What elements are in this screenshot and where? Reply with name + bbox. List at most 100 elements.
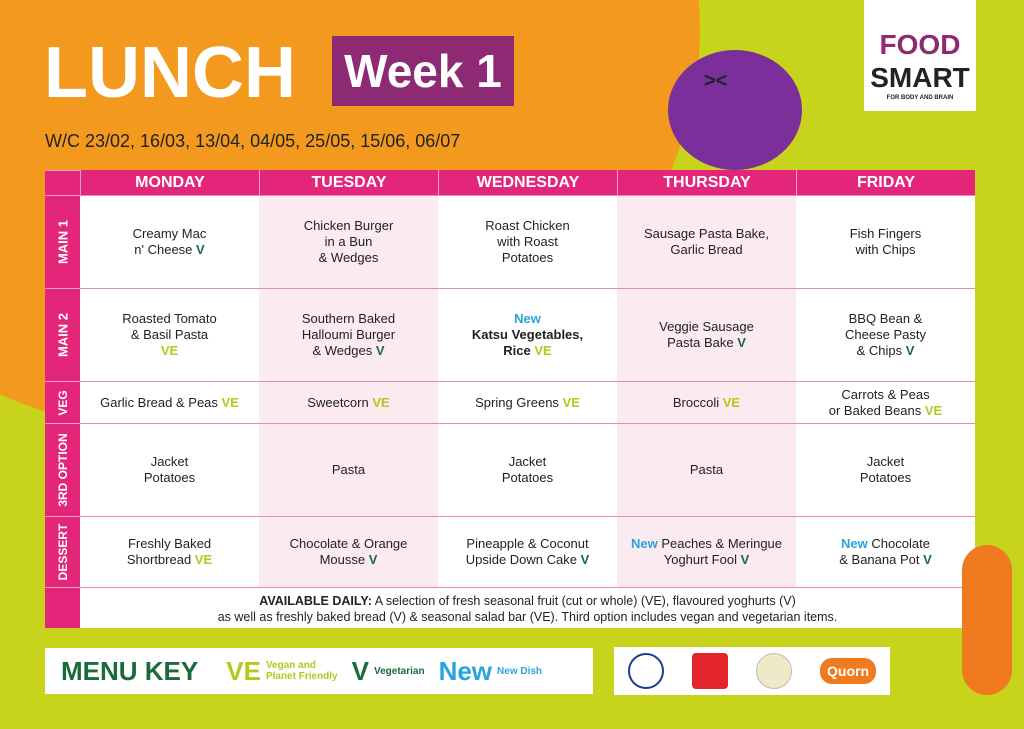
menu-cell-monday: Jacket Potatoes: [80, 423, 259, 516]
menu-cell-wednesday: New Katsu Vegetables, Rice VE: [438, 288, 617, 381]
menu-line: Fish Fingers: [850, 226, 922, 242]
dish-text: Southern Baked: [301, 311, 396, 326]
new-dish-tag: New: [514, 311, 541, 326]
dish-text: Fish Fingers: [849, 226, 922, 241]
dish-text: Jacket: [150, 454, 189, 469]
day-header-friday: FRIDAY: [796, 170, 975, 195]
vegan-tag: VE: [194, 552, 213, 567]
week-commencing-dates: W/C 23/02, 16/03, 13/04, 04/05, 25/05, 1…: [45, 131, 461, 151]
menu-line: & Wedges V: [312, 343, 384, 359]
menu-line: Jacket: [867, 454, 905, 470]
menu-line: in a Bun: [325, 234, 373, 250]
dish-text: Pineapple & Coconut: [466, 536, 589, 551]
menu-line: Mousse V: [320, 552, 378, 568]
menu-line: Garlic Bread: [670, 242, 742, 258]
new-dish-tag: New: [841, 536, 872, 551]
key-ve-symbol: VE: [226, 655, 261, 686]
row-label: 3RD OPTION: [45, 423, 80, 516]
key-ve-desc2: Planet Friendly: [265, 671, 338, 682]
menu-line: Potatoes: [860, 470, 911, 486]
menu-line: New: [514, 311, 541, 327]
key-new-symbol: New: [438, 655, 493, 686]
menu-line: Freshly Baked: [128, 536, 211, 552]
food-for-life-logo: [692, 653, 728, 689]
dish-text: & Basil Pasta: [130, 327, 209, 342]
partner-logos: Quorn: [614, 647, 890, 695]
menu-cell-monday: Freshly Baked Shortbread VE: [80, 516, 259, 587]
menu-cell-tuesday: Chicken Burger in a Bun & Wedges: [259, 195, 438, 288]
dish-text: Sausage Pasta Bake,: [643, 226, 770, 241]
menu-line: Jacket: [509, 454, 547, 470]
menu-cell-friday: Jacket Potatoes: [796, 423, 975, 516]
key-v-description: Vegetarian: [373, 665, 425, 677]
menu-cell-friday: New Chocolate & Banana Pot V: [796, 516, 975, 587]
menu-line: Carrots & Peas: [841, 387, 929, 403]
menu-cell-thursday: Sausage Pasta Bake, Garlic Bread: [617, 195, 796, 288]
free-range-logo: [756, 653, 792, 689]
menu-line: or Baked Beans VE: [829, 403, 942, 419]
available-daily-note: AVAILABLE DAILY: A selection of fresh se…: [80, 587, 975, 628]
dish-text: Cheese Pasty: [845, 327, 926, 342]
dish-text: Yoghurt Fool: [663, 552, 741, 567]
vegan-tag: VE: [221, 394, 239, 410]
menu-line: Pasta: [690, 462, 723, 478]
day-header-wednesday: WEDNESDAY: [438, 170, 617, 195]
logo-food: FOOD: [879, 29, 961, 60]
menu-line: Sweetcorn VE: [307, 395, 389, 411]
dish-text: Creamy Mac: [132, 226, 207, 241]
menu-line: Broccoli VE: [673, 395, 740, 411]
dish-text: Potatoes: [501, 250, 554, 265]
week-badge: Week 1: [332, 36, 514, 106]
menu-line: Shortbread VE: [127, 552, 212, 568]
menu-line: Roasted Tomato: [122, 311, 216, 327]
menu-line: Chocolate & Orange: [290, 536, 408, 552]
menu-line: Pasta: [332, 462, 365, 478]
day-header-tuesday: TUESDAY: [259, 170, 438, 195]
menu-line: Spring Greens VE: [475, 395, 580, 411]
dish-text: Katsu Vegetables,: [471, 327, 584, 342]
dish-text: Potatoes: [859, 470, 912, 485]
available-label: AVAILABLE DAILY:: [259, 594, 372, 608]
key-v-symbol: V: [351, 655, 369, 686]
dish-text: Shortbread: [126, 552, 195, 567]
row-label: VEG: [45, 381, 80, 423]
day-header-thursday: THURSDAY: [617, 170, 796, 195]
menu-line: Potatoes: [144, 470, 195, 486]
vegan-tag: VE: [372, 394, 390, 410]
row-label: DESSERT: [45, 516, 80, 587]
menu-line: n' Cheese V: [134, 242, 204, 258]
dish-text: Pasta Bake: [667, 335, 738, 350]
vegetarian-tag: V: [375, 343, 385, 358]
menu-cell-thursday: Pasta: [617, 423, 796, 516]
dish-text: Garlic Bread: [670, 242, 743, 257]
menu-line: BBQ Bean &: [849, 311, 923, 327]
dish-text: Upside Down Cake: [465, 552, 581, 567]
logo-smart: SMART: [870, 62, 970, 93]
menu-line: & Wedges: [319, 250, 379, 266]
dish-text: n' Cheese: [134, 242, 197, 257]
dish-text: in a Bun: [324, 234, 373, 249]
row-label-text: MAIN 1: [55, 219, 70, 265]
vegetarian-tag: V: [905, 343, 915, 358]
menu-cell-tuesday: Sweetcorn VE: [259, 381, 438, 423]
menu-line: with Chips: [856, 242, 916, 258]
menu-line: & Banana Pot V: [839, 552, 932, 568]
dish-text: Jacket: [508, 454, 547, 469]
dish-text: BBQ Bean &: [848, 311, 923, 326]
menu-line: Jacket: [151, 454, 189, 470]
menu-key: MENU KEY VE Vegan and Planet Friendly V V…: [45, 648, 593, 694]
menu-line: Southern Baked: [302, 311, 395, 327]
menu-line: Pineapple & Coconut: [466, 536, 588, 552]
menu-key-title: MENU KEY: [61, 655, 199, 686]
vegetarian-tag: V: [740, 552, 750, 567]
dish-text: Rice: [503, 343, 535, 358]
menu-cell-friday: Carrots & Peas or Baked Beans VE: [796, 381, 975, 423]
menu-line: Pasta Bake V: [667, 335, 746, 351]
menu-cell-wednesday: Pineapple & Coconut Upside Down Cake V: [438, 516, 617, 587]
food-smart-logo: FOOD SMART FOR BODY AND BRAIN: [864, 0, 976, 111]
row-label-text: VEG: [55, 389, 70, 416]
available-line2: as well as freshly baked bread (V) & sea…: [217, 610, 838, 624]
menu-line: VE: [161, 343, 178, 359]
menu-line: Halloumi Burger: [302, 327, 395, 343]
menu-line: Potatoes: [502, 470, 553, 486]
